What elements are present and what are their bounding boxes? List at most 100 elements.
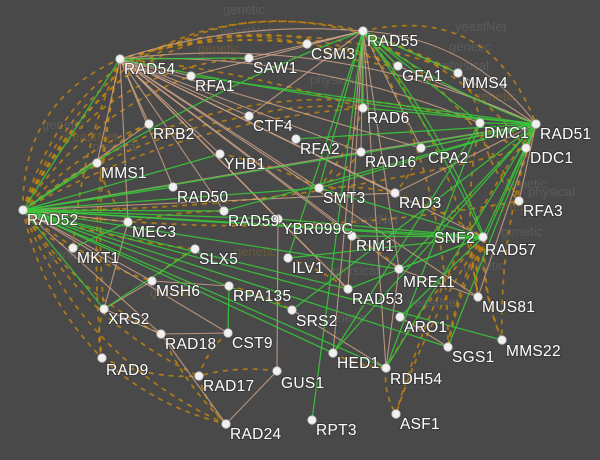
node-RAD54[interactable] — [115, 54, 125, 64]
node-ARO1[interactable] — [395, 312, 405, 322]
node-label-ILV1[interactable]: ILV1 — [291, 259, 325, 278]
node-RAD17[interactable] — [194, 371, 204, 381]
node-RFA2[interactable] — [291, 134, 301, 144]
node-label-MRE11[interactable]: MRE11 — [402, 273, 456, 292]
node-label-RAD3[interactable]: RAD3 — [398, 194, 442, 213]
node-label-MKT1[interactable]: MKT1 — [76, 249, 120, 268]
node-label-RAD59[interactable]: RAD59 — [227, 212, 280, 231]
node-label-DDC1[interactable]: DDC1 — [529, 149, 574, 168]
node-label-RAD52[interactable]: RAD52 — [26, 211, 79, 230]
node-label-RPT3[interactable]: RPT3 — [315, 421, 358, 440]
node-label-RAD54[interactable]: RAD54 — [123, 60, 176, 79]
node-RAD3[interactable] — [390, 188, 400, 198]
node-label-MMS1[interactable]: MMS1 — [100, 164, 148, 183]
node-RAD52[interactable] — [18, 205, 28, 215]
node-label-SRS2[interactable]: SRS2 — [295, 312, 338, 331]
node-label-DMC1[interactable]: DMC1 — [483, 124, 530, 143]
node-MRE11[interactable] — [394, 264, 404, 274]
node-MUS81[interactable] — [473, 292, 483, 302]
node-RAD51[interactable] — [531, 119, 541, 129]
node-label-RPA135[interactable]: RPA135 — [232, 287, 292, 306]
node-RAD9[interactable] — [97, 353, 107, 363]
node-MEC3[interactable] — [123, 217, 133, 227]
node-HED1[interactable] — [328, 348, 338, 358]
node-RAD59[interactable] — [219, 206, 229, 216]
node-label-MMS22[interactable]: MMS22 — [505, 342, 562, 361]
node-RIM1[interactable] — [347, 231, 357, 241]
node-label-YHB1[interactable]: YHB1 — [223, 155, 266, 174]
node-ILV1[interactable] — [283, 253, 293, 263]
node-SMT3[interactable] — [314, 183, 324, 193]
node-RPT3[interactable] — [307, 415, 317, 425]
node-label-SAW1[interactable]: SAW1 — [252, 59, 298, 78]
node-label-RFA2[interactable]: RFA2 — [299, 140, 341, 159]
node-label-RAD53[interactable]: RAD53 — [351, 290, 404, 309]
node-label-SMT3[interactable]: SMT3 — [322, 189, 366, 208]
node-MMS22[interactable] — [497, 335, 507, 345]
node-label-RAD16[interactable]: RAD16 — [364, 153, 417, 172]
node-label-RAD17[interactable]: RAD17 — [202, 377, 255, 396]
node-DDC1[interactable] — [521, 143, 531, 153]
node-label-CTF4[interactable]: CTF4 — [252, 117, 294, 136]
node-label-SLX5[interactable]: SLX5 — [198, 250, 239, 269]
node-MMS1[interactable] — [92, 158, 102, 168]
node-YHB1[interactable] — [215, 149, 225, 159]
node-MKT1[interactable] — [68, 243, 78, 253]
node-label-CPA2[interactable]: CPA2 — [427, 149, 469, 168]
node-RAD18[interactable] — [156, 329, 166, 339]
node-SNF2[interactable] — [478, 232, 488, 242]
node-label-RAD24[interactable]: RAD24 — [229, 425, 282, 444]
node-RAD53[interactable] — [343, 284, 353, 294]
node-label-MUS81[interactable]: MUS81 — [481, 298, 536, 317]
node-label-GUS1[interactable]: GUS1 — [280, 374, 325, 393]
node-label-MSH6[interactable]: MSH6 — [155, 282, 201, 301]
node-RAD6[interactable] — [358, 103, 368, 113]
node-RAD55[interactable] — [358, 26, 368, 36]
node-label-HED1[interactable]: HED1 — [336, 354, 380, 373]
node-label-RDH54[interactable]: RDH54 — [389, 370, 443, 389]
node-label-MMS4[interactable]: MMS4 — [461, 74, 509, 93]
node-label-RAD55[interactable]: RAD55 — [366, 32, 419, 51]
node-RPA135[interactable] — [224, 281, 234, 291]
node-label-CST9[interactable]: CST9 — [231, 334, 274, 353]
node-GUS1[interactable] — [272, 366, 282, 376]
node-label-RAD51[interactable]: RAD51 — [539, 125, 592, 144]
node-label-RPB2[interactable]: RPB2 — [152, 125, 195, 144]
node-SRS2[interactable] — [287, 305, 297, 315]
node-MMS4[interactable] — [453, 68, 463, 78]
node-label-SGS1[interactable]: SGS1 — [451, 348, 495, 367]
node-SGS1[interactable] — [443, 342, 453, 352]
node-SAW1[interactable] — [244, 53, 254, 63]
node-label-YBR099C[interactable]: YBR099C — [281, 220, 354, 239]
node-MSH6[interactable] — [147, 276, 157, 286]
node-label-RAD50[interactable]: RAD50 — [176, 188, 229, 207]
node-label-SNF2[interactable]: SNF2 — [433, 229, 476, 248]
node-CTF4[interactable] — [244, 111, 254, 121]
node-label-RAD18[interactable]: RAD18 — [164, 335, 217, 354]
node-GFA1[interactable] — [393, 61, 403, 71]
node-CST9[interactable] — [223, 328, 233, 338]
node-label-ARO1[interactable]: ARO1 — [403, 318, 448, 337]
node-CSM3[interactable] — [302, 39, 312, 49]
node-RDH54[interactable] — [381, 363, 391, 373]
node-label-RFA3[interactable]: RFA3 — [522, 202, 564, 221]
node-RFA3[interactable] — [514, 196, 524, 206]
node-label-GFA1[interactable]: GFA1 — [401, 67, 444, 86]
node-label-MEC3[interactable]: MEC3 — [131, 223, 177, 242]
node-CPA2[interactable] — [416, 143, 426, 153]
node-ASF1[interactable] — [391, 409, 401, 419]
node-XRS2[interactable] — [99, 304, 109, 314]
node-DMC1[interactable] — [475, 118, 485, 128]
node-label-RIM1[interactable]: RIM1 — [355, 237, 395, 256]
node-label-ASF1[interactable]: ASF1 — [399, 415, 441, 434]
node-RAD50[interactable] — [168, 182, 178, 192]
node-label-RAD57[interactable]: RAD57 — [484, 241, 537, 260]
node-YBR099C[interactable] — [273, 214, 283, 224]
node-RAD16[interactable] — [356, 147, 366, 157]
node-RFA1[interactable] — [186, 71, 196, 81]
node-label-CSM3[interactable]: CSM3 — [310, 45, 356, 64]
node-label-XRS2[interactable]: XRS2 — [107, 310, 150, 329]
node-label-RAD9[interactable]: RAD9 — [105, 361, 149, 380]
node-SLX5[interactable] — [190, 244, 200, 254]
